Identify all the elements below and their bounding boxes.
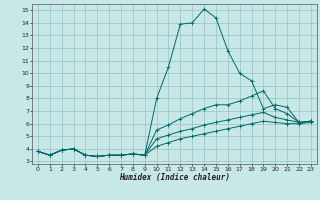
X-axis label: Humidex (Indice chaleur): Humidex (Indice chaleur) <box>119 173 230 182</box>
